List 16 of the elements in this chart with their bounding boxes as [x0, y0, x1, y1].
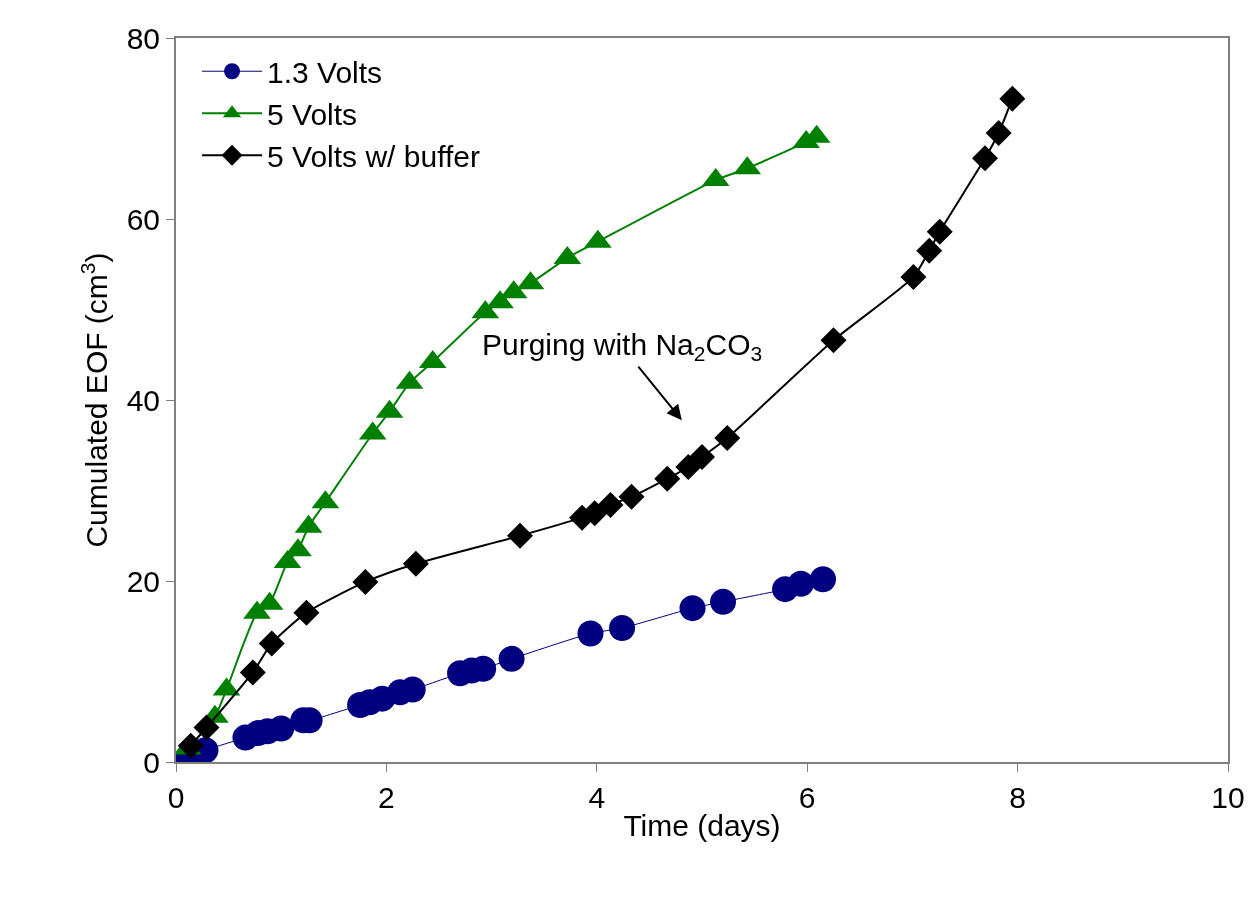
- legend-label: 1.3 Volts: [267, 55, 383, 89]
- x-tick-label: 6: [798, 781, 816, 814]
- legend-label: 5 Volts: [267, 97, 358, 131]
- y-tick-label: 40: [126, 383, 160, 417]
- y-tick-label: 20: [126, 564, 160, 598]
- y-tick-label: 60: [126, 202, 160, 236]
- x-tick-label: 0: [167, 781, 185, 814]
- x-tick-label: 4: [588, 781, 606, 814]
- x-tick-label: 2: [378, 781, 395, 814]
- legend-label: 5 Volts w/ buffer: [267, 139, 480, 173]
- x-tick-label: 10: [1211, 781, 1245, 814]
- annotation: Purging with Na$_{2}$CO$_{3}$: [482, 328, 763, 366]
- x-tick-label: 8: [1009, 781, 1026, 814]
- y-tick-label: 0: [143, 745, 160, 779]
- y-tick-label: 80: [126, 21, 160, 55]
- x-axis-title: Time (days): [623, 809, 781, 842]
